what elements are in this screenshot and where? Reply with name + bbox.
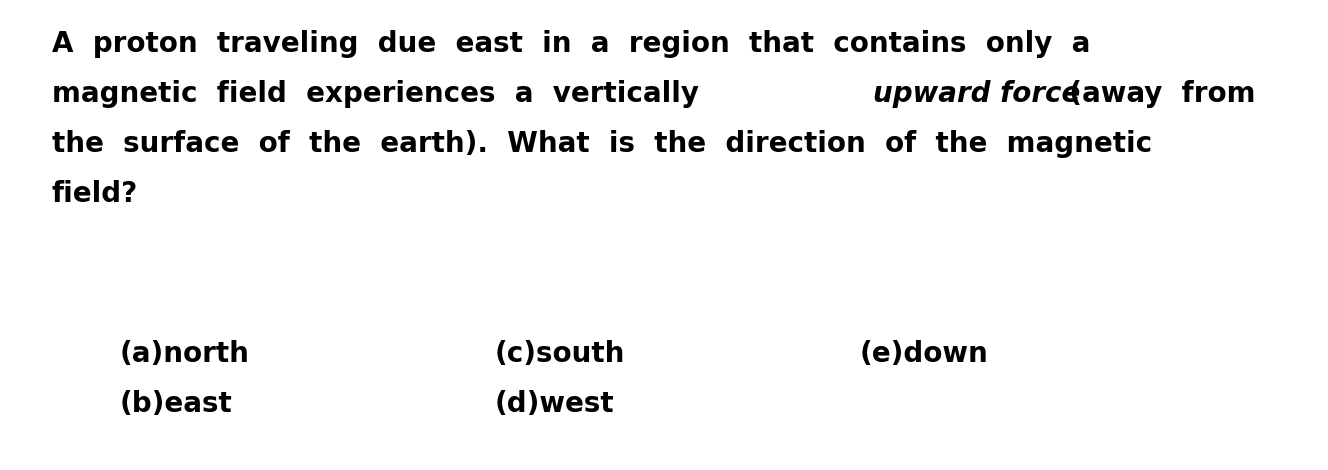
- Text: (a)north: (a)north: [120, 340, 250, 368]
- Text: (b)east: (b)east: [120, 390, 232, 418]
- Text: (away  from: (away from: [1049, 80, 1255, 108]
- Text: upward force: upward force: [872, 80, 1080, 108]
- Text: (d)west: (d)west: [495, 390, 615, 418]
- Text: A  proton  traveling  due  east  in  a  region  that  contains  only  a: A proton traveling due east in a region …: [52, 30, 1090, 58]
- Text: the  surface  of  the  earth).  What  is  the  direction  of  the  magnetic: the surface of the earth). What is the d…: [52, 130, 1153, 158]
- Text: (e)down: (e)down: [861, 340, 989, 368]
- Text: field?: field?: [52, 180, 138, 208]
- Text: magnetic  field  experiences  a  vertically: magnetic field experiences a vertically: [52, 80, 718, 108]
- Text: (c)south: (c)south: [495, 340, 625, 368]
